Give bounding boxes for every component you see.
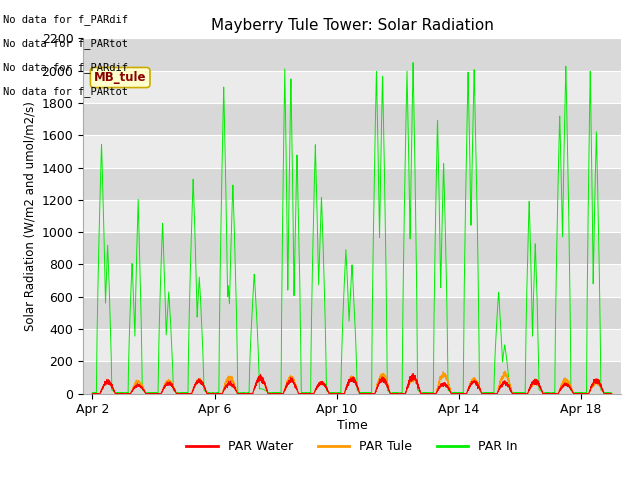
Bar <box>83 329 621 361</box>
Text: MB_tule: MB_tule <box>94 71 147 84</box>
Bar <box>83 264 621 297</box>
Bar <box>83 361 621 394</box>
Text: No data for f_PARdif: No data for f_PARdif <box>3 13 128 24</box>
Legend: PAR Water, PAR Tule, PAR In: PAR Water, PAR Tule, PAR In <box>181 435 523 458</box>
Bar <box>83 168 621 200</box>
Bar <box>83 135 621 168</box>
Bar <box>83 297 621 329</box>
Title: Mayberry Tule Tower: Solar Radiation: Mayberry Tule Tower: Solar Radiation <box>211 18 493 33</box>
Bar <box>83 103 621 135</box>
Bar <box>83 71 621 103</box>
Bar <box>83 232 621 264</box>
Bar <box>83 200 621 232</box>
X-axis label: Time: Time <box>337 419 367 432</box>
Y-axis label: Solar Radiation (W/m2 and umol/m2/s): Solar Radiation (W/m2 and umol/m2/s) <box>23 101 36 331</box>
Text: No data for f_PARtot: No data for f_PARtot <box>3 85 128 96</box>
Bar <box>83 38 621 71</box>
Text: No data for f_PARdif: No data for f_PARdif <box>3 61 128 72</box>
Text: No data for f_PARtot: No data for f_PARtot <box>3 37 128 48</box>
